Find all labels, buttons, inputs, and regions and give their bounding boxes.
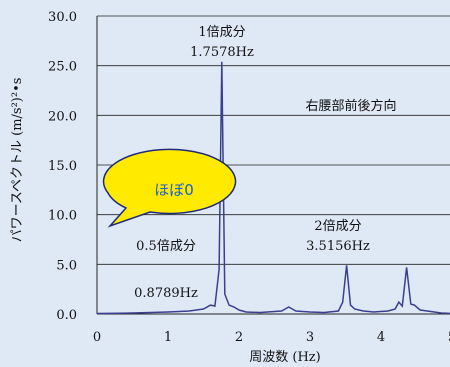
y-tick-25.0: 25.0 [48,60,77,75]
direction-label: 右腰部前後方向 [305,98,396,114]
x-axis-label: 周波数 (Hz) [249,350,320,365]
peak2-name-label: 2倍成分 [314,219,361,234]
half-freq-label: 0.8789Hz [134,286,198,301]
y-tick-0.0: 0.0 [56,308,77,323]
peak1-name-label: 1倍成分 [198,25,245,40]
y-tick-15.0: 15.0 [48,159,77,174]
speech-bubble-shape [102,148,237,228]
x-tick-2: 2 [235,330,243,345]
y-tick-30.0: 30.0 [48,10,77,25]
x-tick-5: 5 [448,330,450,345]
peak2-freq-label: 3.5156Hz [306,239,370,254]
peak1-freq-label: 1.7578Hz [190,45,254,60]
y-tick-5.0: 5.0 [56,258,77,273]
y-axis-label: パワースペクトル (m/s²)²•s [10,78,25,243]
x-tick-labels: 0 1 2 3 4 5 [93,330,450,345]
speech-bubble-text: ほぼ0 [154,181,194,199]
x-tick-1: 1 [164,330,172,345]
x-tick-4: 4 [377,330,385,345]
x-tick-0: 0 [93,330,101,345]
y-tick-20.0: 20.0 [48,109,77,124]
y-tick-labels: 0.0 5.0 10.0 15.0 20.0 25.0 30.0 [48,10,77,323]
series-line [96,61,450,315]
x-tick-3: 3 [306,330,314,345]
y-tick-10.0: 10.0 [48,209,77,224]
half-name-label: 0.5倍成分 [136,239,196,254]
speech-bubble: ほぼ0 [102,148,237,228]
